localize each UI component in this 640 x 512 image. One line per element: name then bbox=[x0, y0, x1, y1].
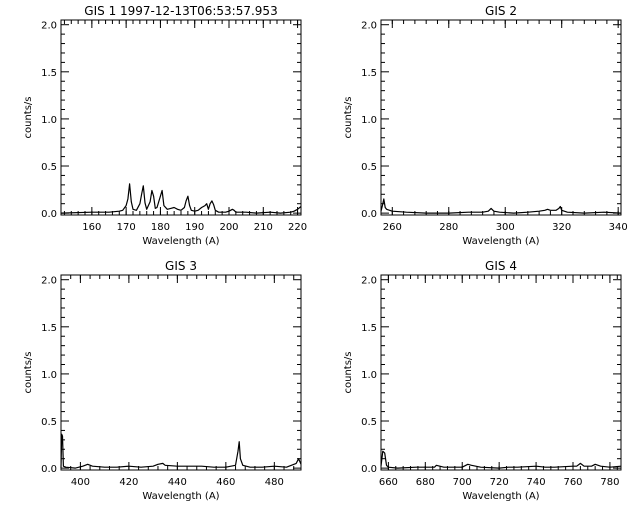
y-axis-label: counts/s bbox=[343, 96, 354, 138]
y-tick-label: 1.0 bbox=[41, 115, 57, 126]
plot-frame bbox=[380, 19, 622, 216]
x-tick-label: 170 bbox=[117, 222, 136, 233]
spectrum-line bbox=[380, 198, 622, 214]
y-axis-label: counts/s bbox=[23, 351, 34, 393]
x-tick-label: 440 bbox=[168, 477, 187, 488]
x-tick-label: 160 bbox=[82, 222, 101, 233]
y-tick-label: 1.0 bbox=[361, 370, 377, 381]
x-tick-label: 340 bbox=[609, 222, 628, 233]
x-axis-label: Wavelength (A) bbox=[142, 236, 219, 247]
y-tick-label: 0.0 bbox=[41, 209, 57, 220]
x-tick-label: 400 bbox=[71, 477, 90, 488]
x-tick-label: 300 bbox=[496, 222, 515, 233]
chart-title: GIS 3 bbox=[165, 259, 197, 273]
x-axis-label: Wavelength (A) bbox=[462, 491, 539, 502]
y-tick-label: 2.0 bbox=[41, 21, 57, 32]
y-tick-label: 2.0 bbox=[41, 276, 57, 287]
y-tick-label: 0.0 bbox=[361, 209, 377, 220]
plot-frame bbox=[380, 274, 622, 471]
x-axis-label: Wavelength (A) bbox=[142, 491, 219, 502]
x-tick-label: 720 bbox=[490, 477, 509, 488]
x-tick-label: 480 bbox=[265, 477, 284, 488]
x-tick-label: 660 bbox=[379, 477, 398, 488]
x-tick-label: 420 bbox=[119, 477, 138, 488]
x-tick-label: 320 bbox=[552, 222, 571, 233]
x-tick-label: 220 bbox=[288, 222, 307, 233]
spectrum-line bbox=[380, 450, 622, 469]
x-tick-label: 780 bbox=[600, 477, 619, 488]
y-tick-label: 0.5 bbox=[41, 162, 57, 173]
x-tick-label: 210 bbox=[254, 222, 273, 233]
x-tick-label: 190 bbox=[185, 222, 204, 233]
y-tick-label: 1.5 bbox=[361, 323, 377, 334]
chart-title: GIS 4 bbox=[485, 259, 517, 273]
y-tick-label: 2.0 bbox=[361, 21, 377, 32]
x-tick-label: 460 bbox=[216, 477, 235, 488]
y-tick-label: 1.5 bbox=[41, 323, 57, 334]
y-tick-label: 0.5 bbox=[41, 417, 57, 428]
y-tick-label: 1.5 bbox=[361, 68, 377, 79]
chart-title: GIS 2 bbox=[485, 4, 517, 18]
y-tick-label: 0.5 bbox=[361, 417, 377, 428]
y-tick-label: 2.0 bbox=[361, 276, 377, 287]
plot-frame bbox=[60, 274, 302, 471]
x-tick-label: 700 bbox=[453, 477, 472, 488]
spectrum-line bbox=[60, 433, 302, 469]
y-tick-label: 0.0 bbox=[361, 464, 377, 475]
chart-panel-3: 0.0 0.5 1.0 1.5 2.0 400 420 440 460 480 GIS 3 Wavel… bbox=[23, 259, 302, 502]
x-tick-label: 680 bbox=[416, 477, 435, 488]
y-tick-label: 1.0 bbox=[361, 115, 377, 126]
x-tick-label: 180 bbox=[151, 222, 170, 233]
chart-panel-1: 0.0 0.5 1.0 1.5 2.0 160 170 180 190 200 210 220 GIS … bbox=[23, 4, 307, 247]
x-tick-label: 260 bbox=[383, 222, 402, 233]
y-tick-label: 0.0 bbox=[41, 464, 57, 475]
spectrum-line bbox=[60, 183, 302, 214]
x-tick-label: 280 bbox=[439, 222, 458, 233]
y-tick-label: 1.5 bbox=[41, 68, 57, 79]
chart-panel-4: 0.0 0.5 1.0 1.5 2.0 660 680 700 720 740 760 780 GIS … bbox=[343, 259, 622, 502]
plot-frame bbox=[60, 19, 302, 216]
x-tick-label: 200 bbox=[219, 222, 238, 233]
chart-title: GIS 1 1997-12-13T06:53:57.953 bbox=[84, 4, 277, 18]
y-axis-label: counts/s bbox=[23, 96, 34, 138]
x-tick-label: 760 bbox=[563, 477, 582, 488]
y-tick-label: 1.0 bbox=[41, 370, 57, 381]
x-axis-label: Wavelength (A) bbox=[462, 236, 539, 247]
chart-panel-2: 0.0 0.5 1.0 1.5 2.0 260 280 300 320 340 GIS 2 Wavel… bbox=[343, 4, 628, 247]
y-tick-label: 0.5 bbox=[361, 162, 377, 173]
x-tick-label: 740 bbox=[527, 477, 546, 488]
y-axis-label: counts/s bbox=[343, 351, 354, 393]
